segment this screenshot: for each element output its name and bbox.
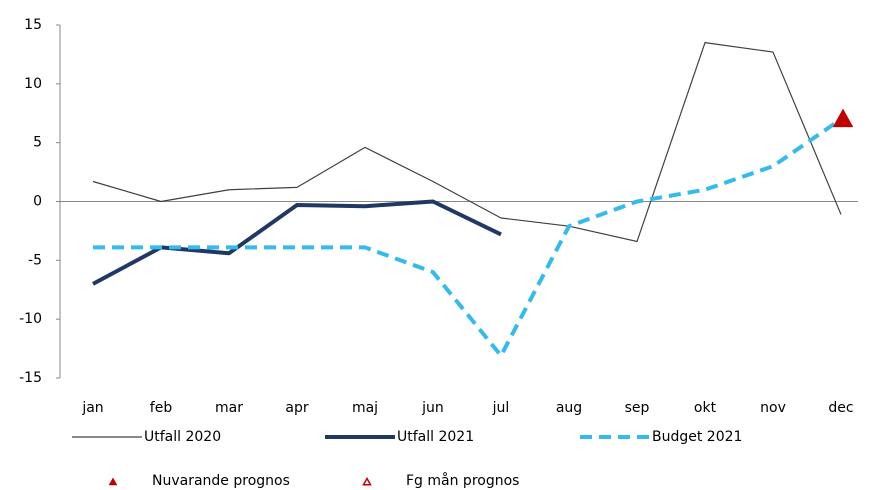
y-tick-label: 10 [24,76,42,92]
x-tick-label: aug [556,400,582,416]
y-tick-label: -10 [19,311,42,327]
x-tick-label: apr [285,400,308,416]
series-line [92,199,502,286]
x-tick-label: sep [625,400,650,416]
legend-swatch [362,476,372,486]
prognos-marker [832,108,854,128]
x-tick-label: maj [352,400,378,416]
y-tick-label: 15 [24,17,42,33]
y-tick-label: -15 [19,370,42,386]
legend-label: Utfall 2020 [144,429,221,445]
y-tick-label: 0 [33,194,42,210]
y-tick-label: -5 [28,252,42,268]
x-tick-label: nov [760,400,786,416]
legend-label: Fg mån prognos [406,472,519,489]
x-tick-label: jul [492,400,510,416]
x-tick-label: okt [694,400,717,416]
x-tick-label: dec [828,400,853,416]
legend-label: Budget 2021 [652,429,742,445]
legend-swatch [108,477,118,486]
x-tick-label: jan [81,400,103,416]
x-tick-label: jun [421,400,444,416]
prognos-marker [833,109,853,127]
legend-label: Nuvarande prognos [152,473,290,489]
x-tick-label: mar [215,400,243,416]
x-tick-label: feb [150,400,173,416]
y-tick-label: 5 [33,135,42,151]
series-line [93,117,843,358]
series-line [92,42,842,243]
legend-label: Utfall 2021 [397,429,474,445]
